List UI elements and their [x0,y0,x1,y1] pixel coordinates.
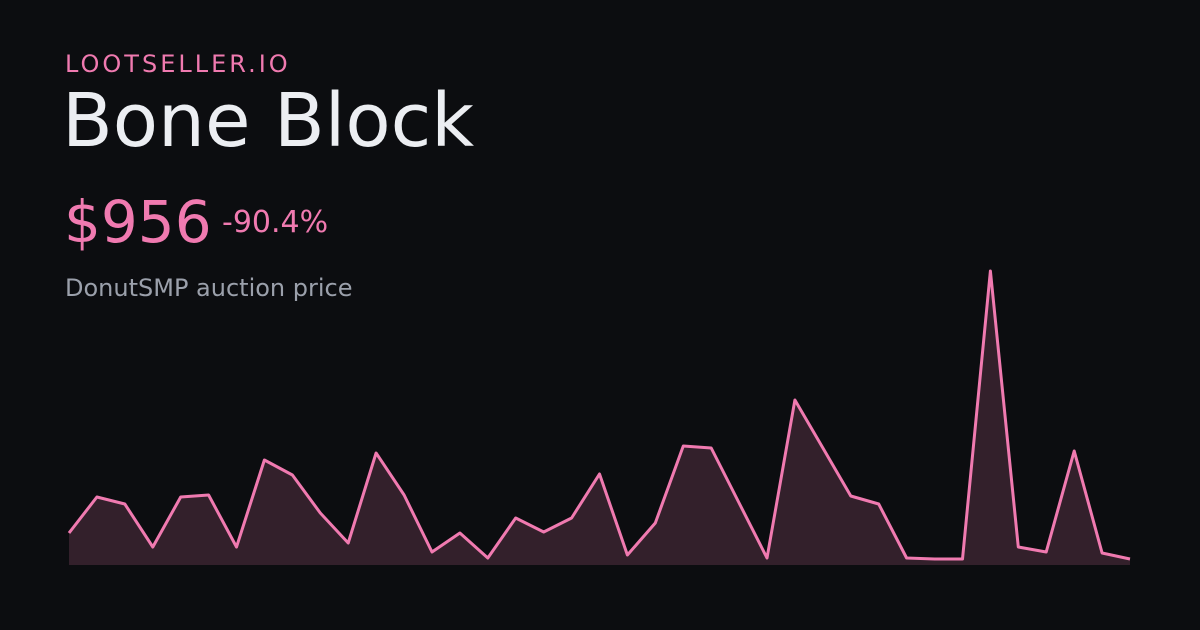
subtitle: DonutSMP auction price [65,274,353,302]
item-title: Bone Block [62,78,475,164]
price-change: -90.4% [222,205,329,240]
brand: LOOTSELLER.IO [65,50,291,78]
price-line [67,269,1131,561]
price: $956 [64,188,212,256]
area-fill [69,271,1130,565]
